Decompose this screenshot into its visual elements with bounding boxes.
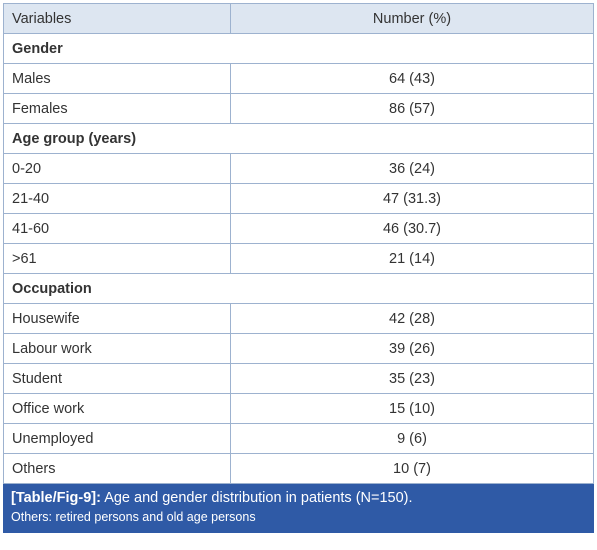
row-label: Others <box>3 453 231 484</box>
data-row: Others 10 (7) <box>3 453 594 484</box>
row-value: 86 (57) <box>230 93 594 124</box>
data-row: Housewife 42 (28) <box>3 303 594 334</box>
data-row: Student 35 (23) <box>3 363 594 394</box>
row-label: Females <box>3 93 231 124</box>
row-label: Labour work <box>3 333 231 364</box>
row-value: 46 (30.7) <box>230 213 594 244</box>
row-label: Males <box>3 63 231 94</box>
data-row: Unemployed 9 (6) <box>3 423 594 454</box>
row-label: 0-20 <box>3 153 231 184</box>
data-row: Males 64 (43) <box>3 63 594 94</box>
row-value: 10 (7) <box>230 453 594 484</box>
table-figure: Variables Number (%) Gender Males 64 (43) F… <box>3 3 594 533</box>
section-title: Gender <box>3 33 594 64</box>
section-row: Occupation <box>3 273 594 304</box>
row-label: >61 <box>3 243 231 274</box>
caption-label: [Table/Fig-9]: <box>11 490 101 506</box>
row-value: 21 (14) <box>230 243 594 274</box>
row-label: Housewife <box>3 303 231 334</box>
table: Variables Number (%) Gender Males 64 (43) F… <box>3 3 594 484</box>
row-value: 39 (26) <box>230 333 594 364</box>
table-body: Gender Males 64 (43) Females 86 (57) Age grou… <box>3 33 594 484</box>
header-cell: Number (%) <box>230 3 594 34</box>
row-value: 15 (10) <box>230 393 594 424</box>
row-label: Student <box>3 363 231 394</box>
row-label: 41-60 <box>3 213 231 244</box>
section-title: Occupation <box>3 273 594 304</box>
row-value: 9 (6) <box>230 423 594 454</box>
caption: [Table/Fig-9]: Age and gender distributi… <box>3 484 594 533</box>
row-label: 21-40 <box>3 183 231 214</box>
data-row: >61 21 (14) <box>3 243 594 274</box>
caption-text: Age and gender distribution in patients … <box>104 490 413 506</box>
header-row: Variables Number (%) <box>3 3 594 34</box>
caption-note: Others: retired persons and old age pers… <box>11 510 256 524</box>
row-value: 36 (24) <box>230 153 594 184</box>
data-row: 21-40 47 (31.3) <box>3 183 594 214</box>
header-cell: Variables <box>3 3 231 34</box>
data-row: Labour work 39 (26) <box>3 333 594 364</box>
section-row: Age group (years) <box>3 123 594 154</box>
row-value: 35 (23) <box>230 363 594 394</box>
row-value: 42 (28) <box>230 303 594 334</box>
section-title: Age group (years) <box>3 123 594 154</box>
row-value: 64 (43) <box>230 63 594 94</box>
data-row: Females 86 (57) <box>3 93 594 124</box>
row-label: Office work <box>3 393 231 424</box>
section-row: Gender <box>3 33 594 64</box>
data-row: 41-60 46 (30.7) <box>3 213 594 244</box>
data-row: 0-20 36 (24) <box>3 153 594 184</box>
row-value: 47 (31.3) <box>230 183 594 214</box>
row-label: Unemployed <box>3 423 231 454</box>
data-row: Office work 15 (10) <box>3 393 594 424</box>
